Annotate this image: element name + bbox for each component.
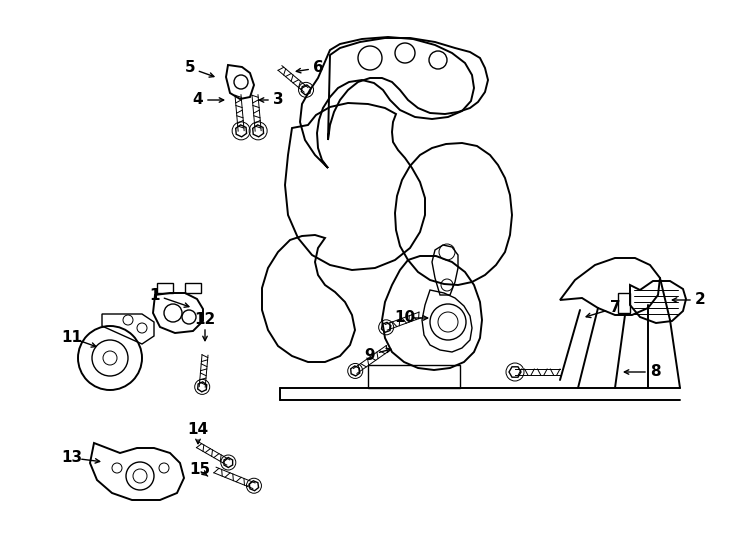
Text: 6: 6 xyxy=(313,60,324,76)
Text: 4: 4 xyxy=(193,92,203,107)
Text: 14: 14 xyxy=(187,422,208,437)
Text: 9: 9 xyxy=(365,348,375,362)
Text: 11: 11 xyxy=(62,330,82,346)
Text: 10: 10 xyxy=(394,310,415,326)
Text: 3: 3 xyxy=(273,92,283,107)
Text: 7: 7 xyxy=(610,300,620,315)
Text: 2: 2 xyxy=(694,293,705,307)
Text: 5: 5 xyxy=(185,60,195,76)
Text: 8: 8 xyxy=(650,364,661,380)
Text: 15: 15 xyxy=(189,462,211,477)
Text: 13: 13 xyxy=(62,450,82,465)
Text: 1: 1 xyxy=(150,287,160,302)
Text: 12: 12 xyxy=(195,313,216,327)
